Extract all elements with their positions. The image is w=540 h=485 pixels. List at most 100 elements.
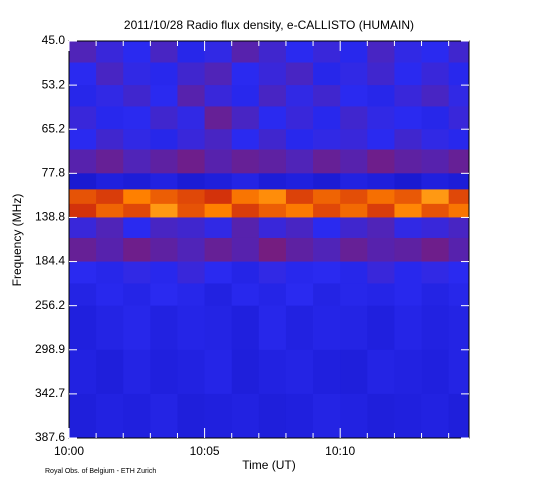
heatmap-cell	[231, 283, 260, 307]
heatmap-cell	[313, 173, 341, 190]
heatmap-cell	[96, 173, 124, 190]
heatmap-cell	[96, 393, 124, 439]
y-tick-label: 387.6	[35, 430, 65, 444]
heatmap-cell	[394, 203, 422, 218]
heatmap-cell	[367, 237, 395, 262]
y-tick-label: 298.9	[35, 342, 65, 356]
heatmap-cell	[367, 129, 395, 150]
heatmap-cell	[258, 305, 287, 351]
heatmap-cell	[150, 106, 178, 130]
heatmap-cell	[150, 261, 178, 284]
y-tick-label: 342.7	[35, 386, 65, 400]
heatmap-cell	[258, 85, 287, 107]
heatmap-cell	[123, 149, 151, 174]
heatmap-cell	[258, 129, 287, 150]
heatmap-cell	[150, 203, 178, 218]
heatmap-cell	[96, 106, 124, 130]
heatmap-cell	[123, 129, 151, 150]
y-tick-label: 65.2	[42, 121, 66, 135]
heatmap-cell	[69, 173, 97, 190]
heatmap-cell	[123, 349, 151, 395]
heatmap-cell	[204, 237, 233, 262]
heatmap-cell	[204, 106, 233, 130]
heatmap-cell	[177, 261, 205, 284]
heatmap-cell	[258, 203, 287, 218]
heatmap-cell	[231, 106, 260, 130]
heatmap-cell	[285, 129, 314, 150]
heatmap-cell	[367, 283, 395, 307]
heatmap-cell	[448, 189, 470, 205]
heatmap-cell	[367, 106, 395, 130]
heatmap-cell	[421, 173, 450, 190]
heatmap-cell	[258, 173, 287, 190]
heatmap-cell	[448, 393, 470, 439]
heatmap-cell	[313, 237, 341, 262]
heatmap-cell	[123, 305, 151, 351]
heatmap-cell	[421, 217, 450, 239]
chart-title: 2011/10/28 Radio flux density, e-CALLIST…	[124, 18, 414, 32]
heatmap-cell	[177, 349, 205, 395]
heatmap-cell	[394, 349, 422, 395]
heatmap-cell	[69, 217, 97, 239]
heatmap-cell	[123, 62, 151, 86]
heatmap-cell	[421, 129, 450, 150]
heatmap-cell	[231, 85, 260, 107]
heatmap-cell	[340, 173, 368, 190]
heatmap-cell	[150, 349, 178, 395]
x-axis-label: Time (UT)	[242, 458, 296, 472]
heatmap-cell	[177, 217, 205, 239]
heatmap-cell	[313, 393, 341, 439]
y-tick-label: 256.2	[35, 298, 65, 312]
heatmap-cell	[231, 41, 260, 63]
heatmap-cell	[313, 217, 341, 239]
heatmap-cell	[367, 349, 395, 395]
heatmap-cell	[421, 349, 450, 395]
heatmap-cell	[448, 106, 470, 130]
heatmap-cell	[177, 173, 205, 190]
heatmap-cell	[96, 305, 124, 351]
heatmap	[69, 41, 470, 439]
heatmap-cell	[258, 283, 287, 307]
heatmap-cell	[340, 217, 368, 239]
heatmap-cell	[394, 85, 422, 107]
heatmap-cell	[231, 149, 260, 174]
heatmap-cell	[123, 217, 151, 239]
heatmap-cell	[258, 62, 287, 86]
heatmap-cell	[231, 189, 260, 205]
heatmap-cell	[123, 41, 151, 63]
heatmap-cell	[69, 62, 97, 86]
heatmap-cell	[204, 283, 233, 307]
heatmap-cell	[204, 261, 233, 284]
heatmap-cell	[177, 85, 205, 107]
heatmap-cell	[69, 283, 97, 307]
heatmap-cell	[421, 305, 450, 351]
axes: 45.0 53.2 65.2 77.8 138.8 184.4 256.2 298.9 342.…	[35, 33, 470, 458]
heatmap-cell	[394, 149, 422, 174]
heatmap-cell	[177, 62, 205, 86]
heatmap-cell	[123, 85, 151, 107]
heatmap-cell	[340, 203, 368, 218]
heatmap-cell	[421, 85, 450, 107]
heatmap-cell	[340, 85, 368, 107]
heatmap-cell	[96, 189, 124, 205]
heatmap-cell	[367, 41, 395, 63]
heatmap-cell	[285, 217, 314, 239]
heatmap-cell	[69, 129, 97, 150]
heatmap-cell	[421, 62, 450, 86]
heatmap-cell	[394, 283, 422, 307]
heatmap-cell	[258, 149, 287, 174]
heatmap-cell	[258, 393, 287, 439]
heatmap-cell	[448, 305, 470, 351]
heatmap-cell	[313, 203, 341, 218]
heatmap-cell	[69, 393, 97, 439]
heatmap-cell	[340, 106, 368, 130]
heatmap-cell	[421, 203, 450, 218]
heatmap-cell	[258, 217, 287, 239]
heatmap-cell	[177, 41, 205, 63]
heatmap-cell	[123, 189, 151, 205]
heatmap-cell	[150, 217, 178, 239]
heatmap-cell	[394, 62, 422, 86]
heatmap-cell	[421, 149, 450, 174]
heatmap-cell	[285, 203, 314, 218]
heatmap-cell	[394, 305, 422, 351]
